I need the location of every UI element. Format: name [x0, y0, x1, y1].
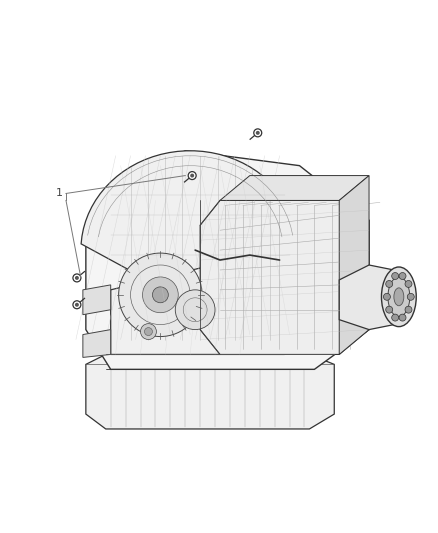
Text: 1: 1 — [56, 189, 63, 198]
Circle shape — [407, 293, 414, 300]
Circle shape — [75, 303, 79, 307]
Circle shape — [399, 272, 406, 279]
Polygon shape — [86, 354, 334, 429]
Polygon shape — [83, 329, 111, 358]
Circle shape — [152, 287, 168, 303]
Circle shape — [254, 129, 262, 137]
Circle shape — [75, 276, 79, 280]
Polygon shape — [200, 200, 369, 354]
Polygon shape — [81, 151, 299, 354]
Circle shape — [141, 324, 156, 340]
Circle shape — [392, 314, 399, 321]
Circle shape — [256, 131, 260, 135]
Circle shape — [145, 328, 152, 336]
Circle shape — [73, 301, 81, 309]
Circle shape — [386, 306, 393, 313]
Polygon shape — [339, 265, 404, 329]
Circle shape — [399, 314, 406, 321]
Polygon shape — [220, 175, 369, 200]
Polygon shape — [86, 151, 369, 369]
Circle shape — [383, 293, 390, 300]
Circle shape — [405, 280, 412, 287]
Ellipse shape — [388, 277, 410, 317]
Circle shape — [188, 172, 196, 180]
Ellipse shape — [394, 288, 404, 306]
Circle shape — [175, 290, 215, 329]
Circle shape — [405, 306, 412, 313]
Polygon shape — [83, 285, 111, 314]
Polygon shape — [339, 175, 369, 354]
Circle shape — [73, 274, 81, 282]
Circle shape — [142, 277, 178, 313]
Circle shape — [190, 174, 194, 177]
Circle shape — [119, 253, 202, 336]
Circle shape — [392, 272, 399, 279]
Ellipse shape — [381, 267, 416, 327]
Circle shape — [386, 280, 393, 287]
